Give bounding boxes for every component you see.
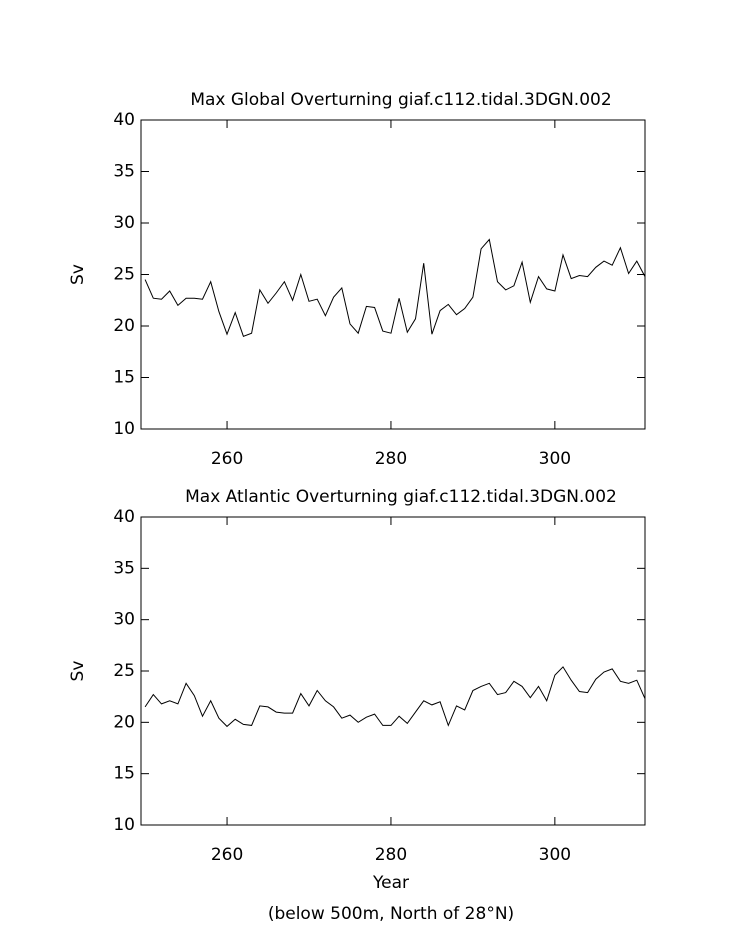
x-tick-label: 300	[539, 449, 571, 469]
y-tick-label: 10	[113, 419, 135, 439]
caption: (below 500m, North of 28°N)	[268, 904, 514, 924]
y-tick-label: 25	[113, 265, 135, 285]
y-axis-label: Sv	[68, 264, 88, 285]
y-tick-label: 40	[113, 110, 135, 130]
chart-title: Max Global Overturning giaf.c112.tidal.3…	[190, 90, 611, 110]
y-tick-label: 15	[113, 368, 135, 388]
x-axis-label: Year	[372, 873, 409, 893]
y-tick-label: 35	[113, 558, 135, 578]
y-tick-label: 20	[113, 712, 135, 732]
plot-frame	[140, 516, 646, 826]
data-line	[144, 666, 646, 728]
x-tick-label: 260	[211, 845, 243, 865]
y-tick-label: 15	[113, 764, 135, 784]
data-line	[144, 238, 646, 337]
x-tick-label: 280	[375, 845, 407, 865]
y-tick-label: 40	[113, 507, 135, 527]
y-tick-label: 20	[113, 316, 135, 336]
y-tick-label: 10	[113, 815, 135, 835]
y-tick-label: 30	[113, 213, 135, 233]
x-tick-label: 300	[539, 845, 571, 865]
chart-title: Max Atlantic Overturning giaf.c112.tidal…	[185, 487, 617, 507]
y-axis-label: Sv	[68, 661, 88, 682]
y-tick-label: 25	[113, 661, 135, 681]
x-tick-label: 280	[375, 449, 407, 469]
y-tick-label: 35	[113, 162, 135, 182]
y-tick-label: 30	[113, 610, 135, 630]
x-tick-label: 260	[211, 449, 243, 469]
